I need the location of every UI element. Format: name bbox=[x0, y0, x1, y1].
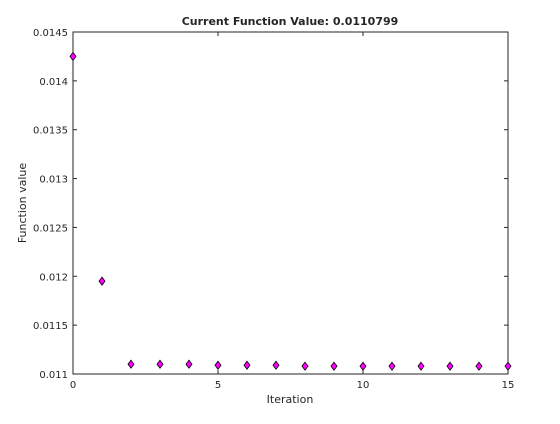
data-point-marker bbox=[156, 359, 164, 369]
x-tick-label: 15 bbox=[502, 380, 515, 391]
data-point-marker bbox=[214, 360, 222, 370]
x-tick-label: 5 bbox=[215, 380, 221, 391]
data-point-marker bbox=[185, 359, 193, 369]
x-tick-label: 10 bbox=[357, 380, 370, 391]
y-tick-label: 0.0125 bbox=[33, 223, 68, 234]
data-point-marker bbox=[417, 361, 425, 371]
data-point-marker bbox=[243, 360, 251, 370]
data-point-marker bbox=[388, 361, 396, 371]
data-point-marker bbox=[69, 51, 77, 62]
x-tick-label: 0 bbox=[70, 380, 76, 391]
y-tick-label: 0.0135 bbox=[33, 126, 68, 137]
data-point-marker bbox=[446, 361, 454, 371]
y-tick-label: 0.0145 bbox=[33, 28, 68, 39]
y-tick-label: 0.012 bbox=[39, 272, 68, 283]
chart-title: Current Function Value: 0.0110799 bbox=[182, 15, 399, 28]
axes-box bbox=[72, 31, 509, 375]
data-point-marker bbox=[330, 361, 338, 371]
data-point-marker bbox=[301, 361, 309, 371]
data-point-marker bbox=[504, 361, 512, 371]
data-point-marker bbox=[272, 360, 280, 370]
data-markers bbox=[69, 51, 512, 371]
y-tick-label: 0.014 bbox=[39, 77, 68, 88]
data-point-marker bbox=[127, 359, 135, 369]
y-tick-label: 0.0115 bbox=[33, 321, 68, 332]
x-axis-label: Iteration bbox=[267, 393, 314, 406]
data-point-marker bbox=[475, 361, 483, 371]
y-axis-label: Function value bbox=[16, 163, 29, 244]
y-tick-label: 0.011 bbox=[39, 370, 68, 381]
y-axis-ticks: 0.011 0.0115 0.012 0.0125 0.013 0.0135 0.014 0.… bbox=[33, 28, 508, 381]
data-point-marker bbox=[359, 361, 367, 371]
data-point-marker bbox=[98, 276, 106, 286]
y-tick-label: 0.013 bbox=[39, 175, 68, 186]
plot-area: 0 5 10 15 0.011 0.0115 0.012 0.0125 0.013 0.0135… bbox=[33, 28, 514, 391]
